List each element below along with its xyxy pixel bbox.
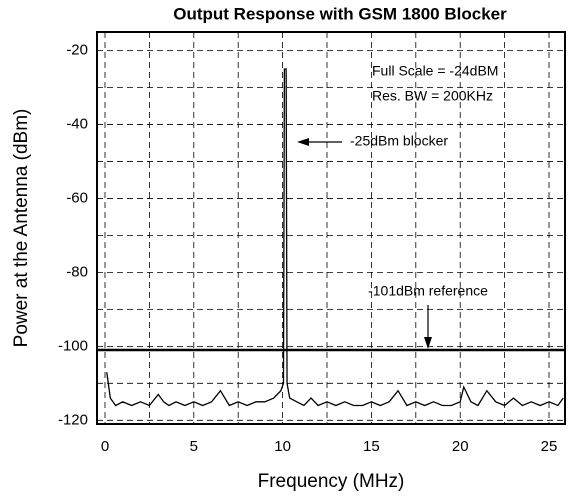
x-tick-label: 20 (452, 438, 469, 455)
x-axis-label: Frequency (MHz) (258, 471, 405, 492)
y-tick-label: -100 (58, 337, 88, 354)
arrowhead (297, 138, 309, 146)
y-axis-label: Power at the Antenna (dBm) (11, 109, 32, 348)
plot-frame (96, 31, 566, 425)
trace (106, 68, 564, 407)
x-tick-label: 0 (101, 438, 109, 455)
y-tick-label: -40 (66, 115, 88, 132)
annotation: Full Scale = -24dBM (372, 63, 498, 79)
x-tick-label: 5 (190, 438, 198, 455)
y-tick-label: -20 (66, 41, 88, 58)
annotation: -101dBm reference (368, 283, 488, 299)
x-tick-label: 25 (541, 438, 558, 455)
arrowhead (424, 337, 432, 349)
annotation: -25dBm blocker (350, 133, 448, 149)
x-tick-label: 10 (274, 438, 291, 455)
annotation: Res. BW = 200KHz (372, 88, 493, 104)
chart-title: Output Response with GSM 1800 Blocker (173, 4, 507, 23)
y-tick-label: -60 (66, 189, 88, 206)
y-tick-label: -80 (66, 263, 88, 280)
x-tick-label: 15 (363, 438, 380, 455)
y-tick-label: -120 (58, 411, 88, 428)
